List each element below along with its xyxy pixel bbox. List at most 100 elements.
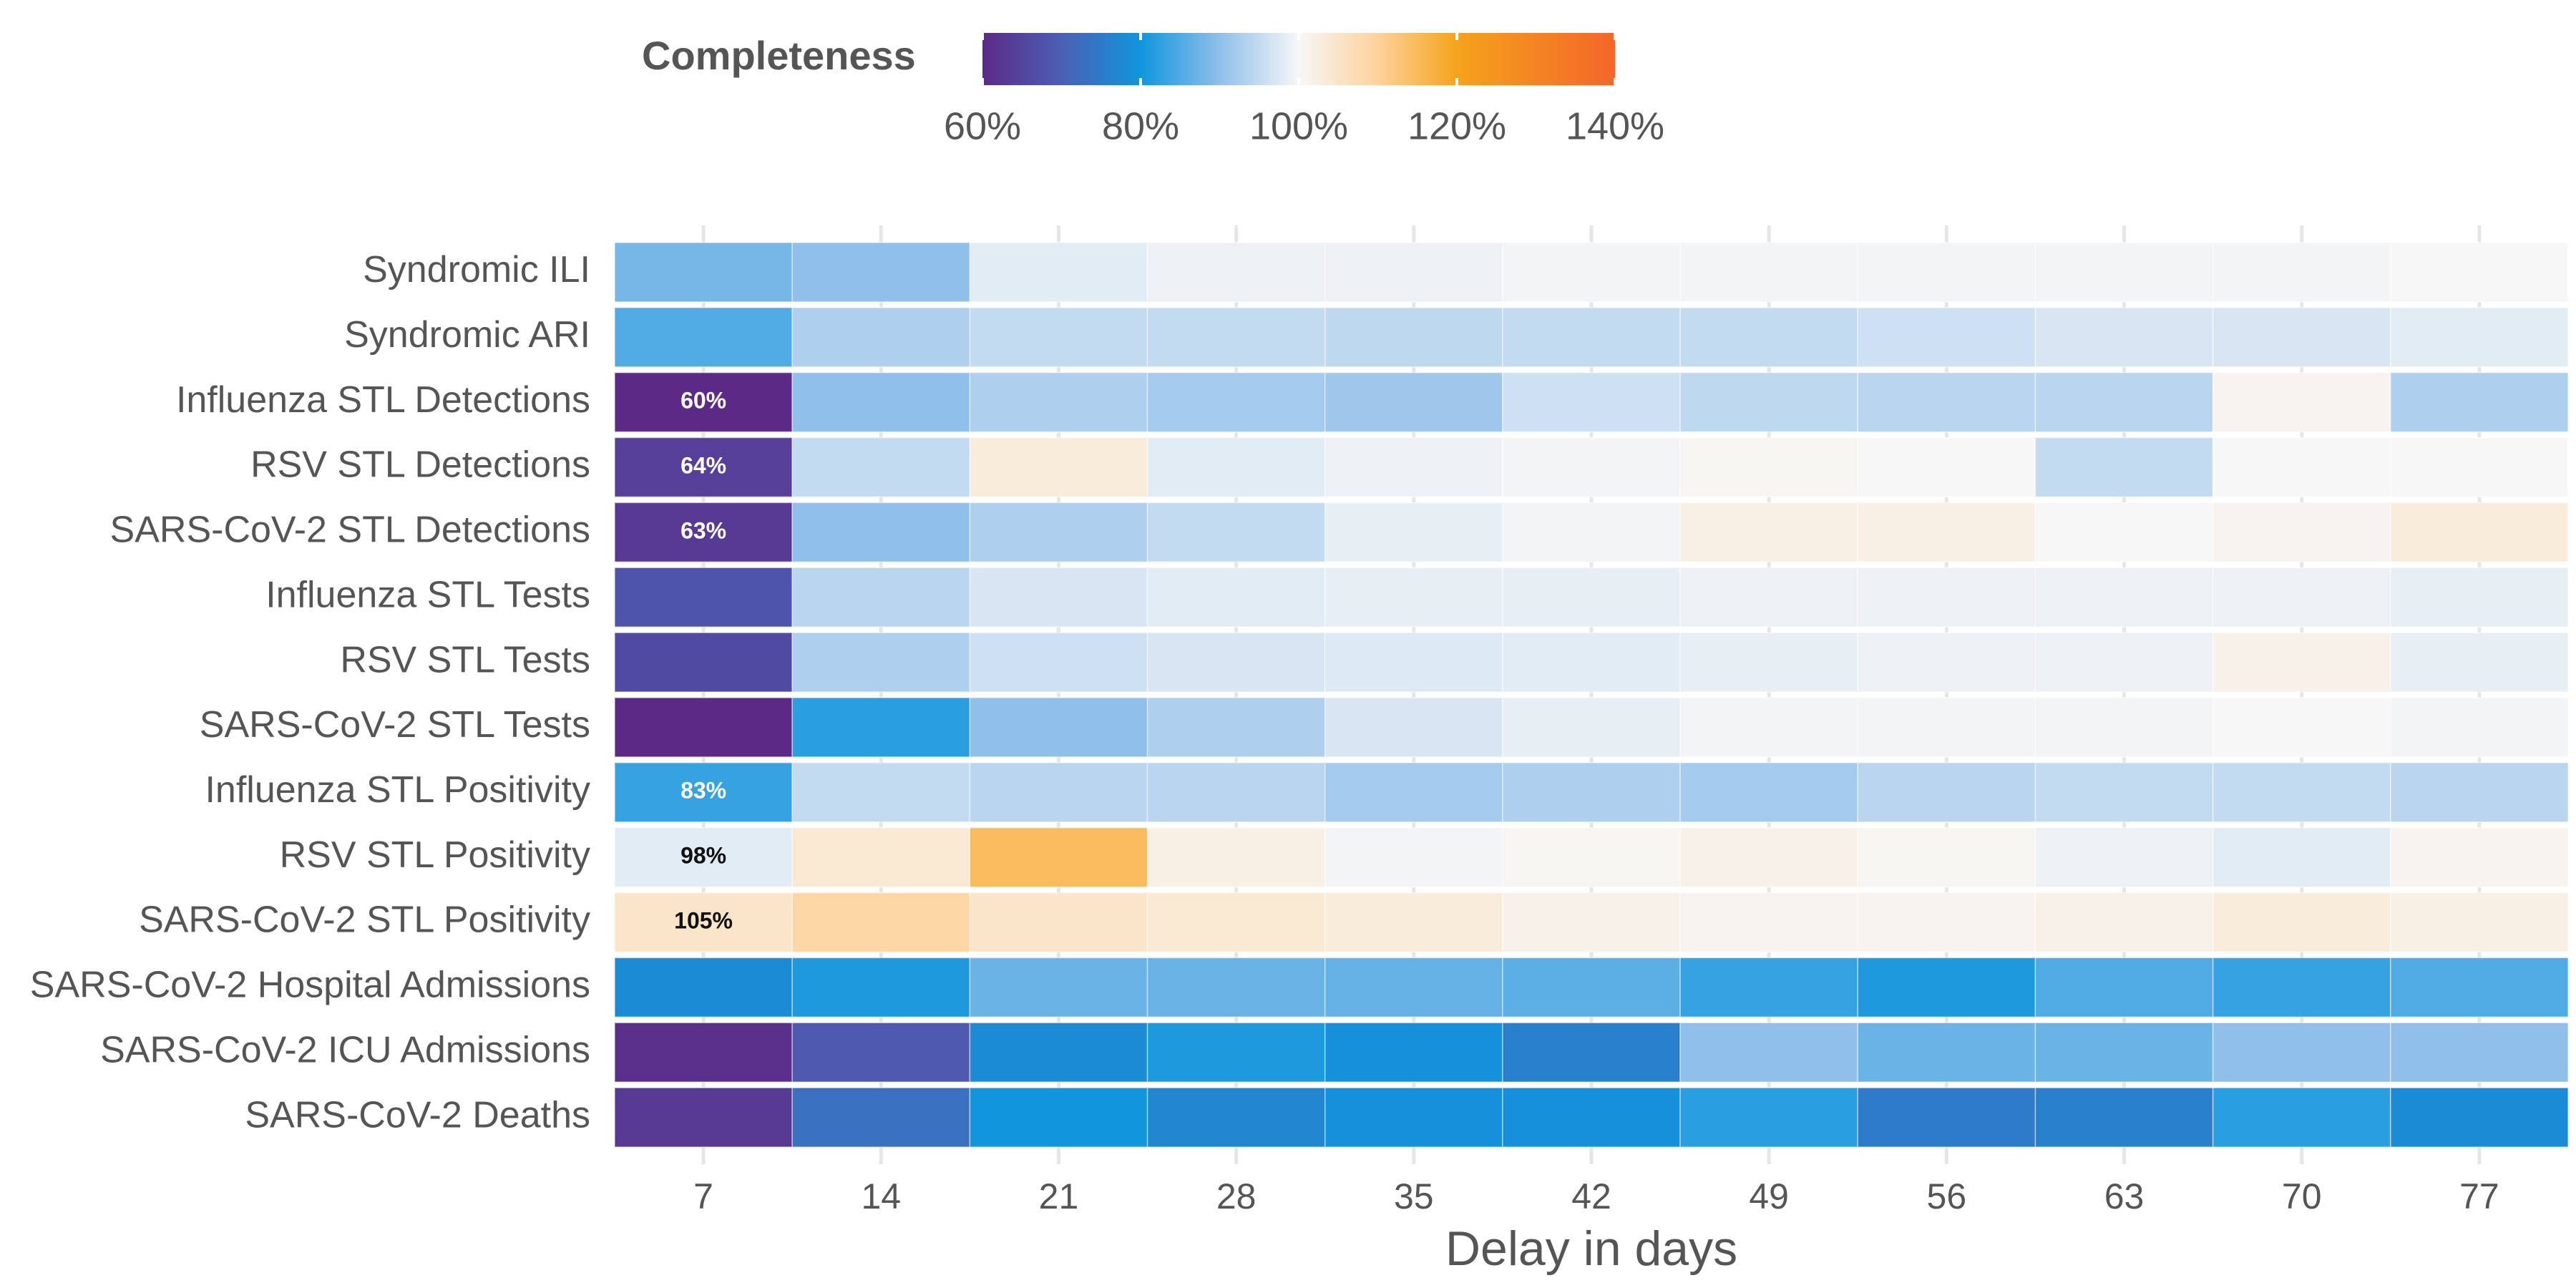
heatmap-cell: [2390, 697, 2569, 758]
heatmap-cell: [1679, 1022, 1859, 1083]
heatmap-cell: [2390, 957, 2569, 1018]
heatmap-cell: [791, 307, 971, 368]
y-tick-label: SARS-CoV-2 STL Positivity: [139, 899, 590, 941]
heatmap-cell: [1857, 826, 2036, 888]
colorbar-tick-label: 100%: [1249, 104, 1348, 147]
y-tick-label: Syndromic ILI: [363, 249, 590, 291]
heatmap-cell: [2034, 892, 2214, 953]
heatmap-cell: [2390, 826, 2569, 888]
heatmap-cell: [1679, 762, 1859, 823]
heatmap-cell: [1679, 892, 1859, 953]
heatmap-cell: [1679, 567, 1859, 628]
heatmap-cell: [1146, 307, 1326, 368]
x-tick-label: 56: [1927, 1176, 1967, 1216]
heatmap-cell: [1146, 826, 1326, 888]
heatmap-cell: [1679, 1087, 1859, 1148]
heatmap-cell: [1146, 892, 1326, 953]
heatmap-cell: [969, 762, 1148, 823]
heatmap-cell: [614, 697, 793, 758]
heatmap-cell: [969, 1022, 1148, 1083]
heatmap-cell: [2390, 242, 2569, 303]
heatmap-cell: [791, 371, 971, 433]
heatmap-cell: [1324, 826, 1503, 888]
heatmap-cell: [1324, 762, 1503, 823]
heatmap-cell: [1324, 567, 1503, 628]
heatmap-cell: [1502, 502, 1681, 563]
heatmap-cell: [614, 502, 793, 563]
heatmap-cell: [1857, 957, 2036, 1018]
value-label: 83%: [680, 778, 726, 804]
heatmap-cell: [2390, 436, 2569, 498]
heatmap-cell: [1146, 697, 1326, 758]
heatmap-cell: [1146, 567, 1326, 628]
heatmap-cell: [2212, 1087, 2391, 1148]
heatmap-cell: [1324, 242, 1503, 303]
heatmap-cell: [1324, 371, 1503, 433]
legend-title: Completeness: [642, 33, 916, 78]
heatmap-cell: [1502, 697, 1681, 758]
heatmap-cell: [1502, 436, 1681, 498]
heatmap-cell: [1324, 1022, 1503, 1083]
heatmap-cell: [614, 1087, 793, 1148]
heatmap-cell: [1146, 1087, 1326, 1148]
heatmap-cell: [2390, 1022, 2569, 1083]
heatmap-cell: [2034, 762, 2214, 823]
heatmap-cell: [1324, 436, 1503, 498]
y-tick-label: Syndromic ARI: [344, 314, 590, 356]
x-tick-label: 42: [1571, 1176, 1611, 1216]
heatmap-cell: [614, 957, 793, 1018]
heatmap-cell: [791, 1022, 971, 1083]
heatmap-cell: [791, 567, 971, 628]
heatmap-cell: [2390, 502, 2569, 563]
value-label: 105%: [674, 907, 733, 933]
heatmap-cell: [1146, 1022, 1326, 1083]
value-label: 60%: [680, 388, 726, 414]
heatmap-cell: [1146, 436, 1326, 498]
heatmap-cell: [2034, 567, 2214, 628]
y-tick-label: SARS-CoV-2 Deaths: [245, 1094, 590, 1136]
heatmap-cell: [2212, 892, 2391, 953]
heatmap-cell: [969, 697, 1148, 758]
heatmap-cell: [1679, 697, 1859, 758]
heatmap-cell: [1502, 632, 1681, 693]
heatmap-cell: [1857, 567, 2036, 628]
heatmap-cell: [1679, 371, 1859, 433]
x-tick-label: 28: [1216, 1176, 1257, 1216]
heatmap-cell: [1324, 307, 1503, 368]
x-tick-label: 14: [861, 1176, 901, 1216]
heatmap-cell: [2212, 567, 2391, 628]
heatmap-cell: [1857, 892, 2036, 953]
heatmap-cell: [2212, 1022, 2391, 1083]
x-axis-title: Delay in days: [1445, 1221, 1737, 1276]
heatmap-cell: [1146, 762, 1326, 823]
heatmap-cell: [614, 307, 793, 368]
heatmap-cell: [969, 1087, 1148, 1148]
heatmap-cell: [2034, 502, 2214, 563]
heatmap-cell: [614, 762, 793, 823]
heatmap-cell: [1502, 762, 1681, 823]
heatmap-cell: [1324, 632, 1503, 693]
heatmap-cell: [2212, 762, 2391, 823]
heatmap-cell: [2034, 371, 2214, 433]
heatmap-cell: [1502, 1087, 1681, 1148]
heatmap-cell: [969, 632, 1148, 693]
y-tick-label: SARS-CoV-2 STL Tests: [200, 704, 590, 746]
heatmap-cell: [969, 242, 1148, 303]
heatmap-cell: [2212, 697, 2391, 758]
heatmap-cell: [969, 371, 1148, 433]
heatmap-cell: [791, 762, 971, 823]
heatmap-cell: [2034, 957, 2214, 1018]
heatmap-cell: [969, 436, 1148, 498]
heatmap-cell: [1502, 371, 1681, 433]
colorbar-tick-label: 60%: [944, 104, 1021, 147]
y-tick-label: SARS-CoV-2 ICU Admissions: [100, 1029, 590, 1070]
y-tick-label: Influenza STL Detections: [176, 379, 590, 421]
x-tick-label: 70: [2282, 1176, 2322, 1216]
y-tick-label: RSV STL Positivity: [280, 834, 590, 876]
y-tick-label: Influenza STL Positivity: [205, 769, 590, 811]
heatmap-cell: [1857, 371, 2036, 433]
colorbar-tick-label: 120%: [1407, 104, 1506, 147]
heatmap-cell: [1679, 826, 1859, 888]
heatmap-cell: [614, 826, 793, 888]
